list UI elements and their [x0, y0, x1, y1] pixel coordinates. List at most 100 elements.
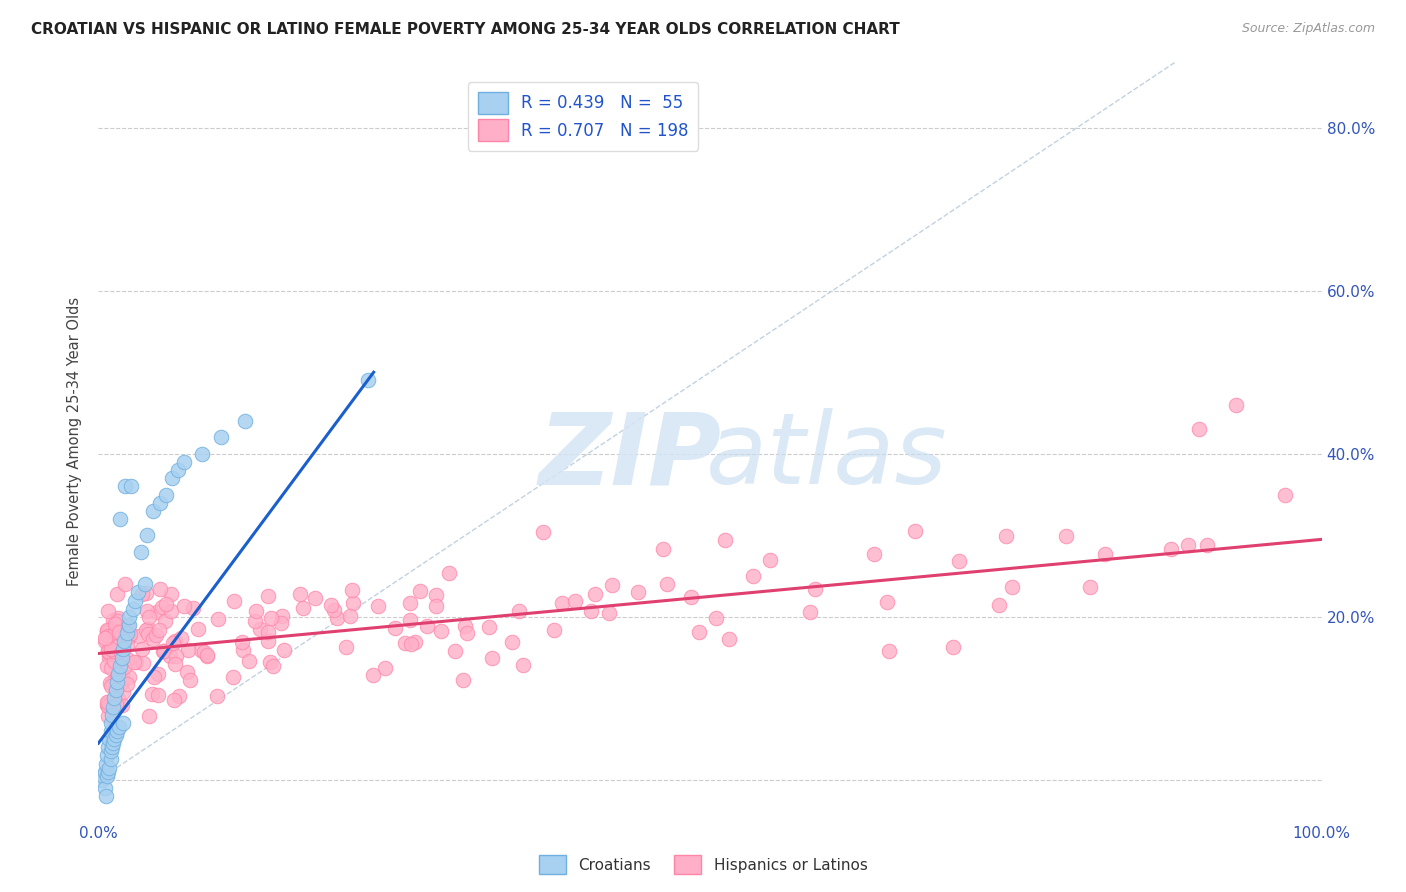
Point — [340, 582, 363, 597]
Point — [146, 605, 169, 619]
Point — [105, 675, 128, 690]
Point — [101, 740, 124, 755]
Point — [600, 578, 623, 592]
Point — [948, 554, 970, 568]
Point — [501, 635, 523, 649]
Point — [103, 654, 125, 668]
Point — [167, 463, 190, 477]
Point — [759, 553, 782, 567]
Point — [1094, 547, 1116, 561]
Point — [110, 677, 132, 691]
Point — [430, 624, 453, 639]
Point — [111, 642, 134, 657]
Point — [98, 675, 121, 690]
Point — [163, 634, 186, 648]
Point — [1195, 537, 1218, 551]
Point — [987, 598, 1010, 612]
Point — [451, 673, 474, 688]
Point — [138, 609, 160, 624]
Point — [131, 642, 153, 657]
Point — [173, 599, 195, 614]
Point — [100, 723, 122, 738]
Point — [108, 624, 131, 639]
Point — [138, 709, 160, 723]
Point — [688, 625, 710, 640]
Point — [108, 720, 131, 734]
Point — [162, 635, 184, 649]
Point — [803, 582, 825, 596]
Y-axis label: Female Poverty Among 25-34 Year Olds: Female Poverty Among 25-34 Year Olds — [67, 297, 83, 586]
Point — [187, 622, 209, 636]
Point — [145, 628, 167, 642]
Point — [121, 601, 143, 615]
Point — [149, 582, 172, 596]
Legend: R = 0.439   N =  55, R = 0.707   N = 198: R = 0.439 N = 55, R = 0.707 N = 198 — [468, 82, 699, 151]
Point — [94, 789, 117, 804]
Point — [863, 547, 886, 561]
Point — [153, 644, 176, 658]
Point — [741, 569, 763, 583]
Point — [100, 715, 122, 730]
Point — [437, 566, 460, 580]
Point — [155, 487, 177, 501]
Point — [132, 656, 155, 670]
Point — [142, 632, 165, 646]
Point — [110, 512, 132, 526]
Point — [94, 756, 117, 771]
Point — [394, 636, 416, 650]
Point — [1177, 538, 1199, 552]
Point — [98, 761, 121, 775]
Point — [399, 637, 422, 651]
Point — [97, 708, 120, 723]
Point — [398, 613, 420, 627]
Point — [136, 528, 159, 542]
Point — [335, 640, 357, 655]
Text: atlas: atlas — [706, 409, 948, 505]
Point — [356, 373, 378, 387]
Point — [135, 623, 157, 637]
Point — [163, 693, 186, 707]
Point — [176, 665, 198, 680]
Point — [111, 668, 134, 682]
Point — [103, 644, 125, 658]
Point — [456, 626, 478, 640]
Point — [704, 611, 727, 625]
Point — [583, 587, 606, 601]
Point — [714, 533, 737, 547]
Legend: Croatians, Hispanics or Latinos: Croatians, Hispanics or Latinos — [533, 849, 873, 880]
Point — [877, 644, 900, 658]
Point — [104, 656, 127, 670]
Point — [160, 471, 183, 485]
Point — [142, 504, 165, 518]
Point — [342, 596, 364, 610]
Point — [91, 769, 114, 783]
Point — [96, 695, 118, 709]
Point — [96, 624, 118, 638]
Point — [117, 617, 139, 632]
Point — [112, 660, 135, 674]
Point — [103, 732, 125, 747]
Point — [167, 689, 190, 703]
Point — [101, 620, 124, 634]
Point — [207, 612, 229, 626]
Point — [232, 643, 254, 657]
Point — [100, 661, 122, 675]
Point — [125, 655, 148, 669]
Point — [100, 744, 122, 758]
Point — [105, 723, 128, 738]
Point — [1274, 487, 1296, 501]
Point — [152, 643, 174, 657]
Point — [103, 691, 125, 706]
Point — [131, 587, 153, 601]
Point — [134, 577, 156, 591]
Point — [942, 640, 965, 654]
Point — [598, 606, 620, 620]
Point — [222, 670, 245, 684]
Point — [903, 524, 925, 538]
Point — [96, 748, 118, 763]
Point — [1160, 541, 1182, 556]
Point — [627, 584, 650, 599]
Point — [110, 658, 132, 673]
Point — [531, 524, 554, 539]
Point — [93, 633, 115, 648]
